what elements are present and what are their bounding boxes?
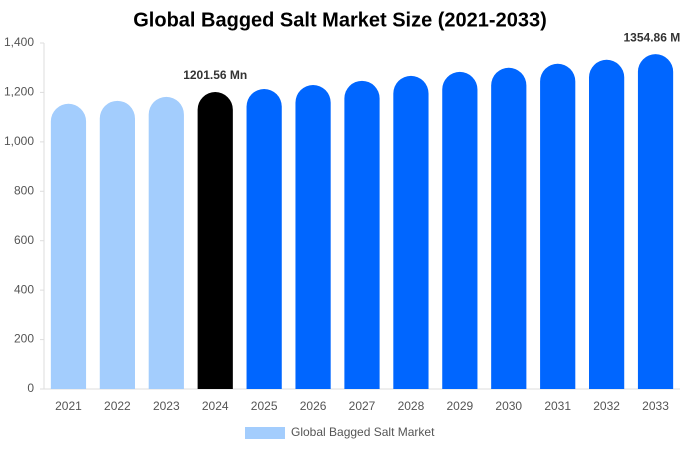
x-tick-label: 2028 <box>398 399 425 413</box>
y-tick-label: 200 <box>14 332 34 346</box>
y-tick-label: 1,200 <box>4 85 34 99</box>
x-tick-label: 2024 <box>202 399 229 413</box>
chart-title: Global Bagged Salt Market Size (2021-203… <box>133 9 547 31</box>
y-tick-label: 1,400 <box>4 35 34 49</box>
legend-swatch <box>245 427 285 439</box>
x-tick-label: 2022 <box>104 399 131 413</box>
x-tick-label: 2025 <box>251 399 278 413</box>
bar <box>246 88 282 389</box>
x-tick-label: 2026 <box>300 399 327 413</box>
bar <box>295 85 331 390</box>
y-tick-label: 600 <box>14 233 34 247</box>
x-tick-label: 2023 <box>153 399 180 413</box>
bar <box>442 71 478 390</box>
bar <box>491 67 527 390</box>
y-tick-label: 400 <box>14 282 34 296</box>
y-tick-label: 1,000 <box>4 134 34 148</box>
bar <box>637 54 674 390</box>
x-tick-label: 2033 <box>642 399 669 413</box>
bar <box>197 92 233 389</box>
x-tick-label: 2032 <box>593 399 620 413</box>
bar <box>393 75 429 390</box>
x-tick-label: 2021 <box>55 399 82 413</box>
bar <box>99 100 135 390</box>
x-tick-label: 2029 <box>446 399 473 413</box>
x-tick-label: 2027 <box>349 399 376 413</box>
y-tick-label: 800 <box>14 183 34 197</box>
bar <box>589 59 625 389</box>
bar <box>540 63 576 389</box>
y-tick-label: 0 <box>27 381 34 395</box>
legend-label: Global Bagged Salt Market <box>291 425 435 439</box>
data-label: 1201.56 Mn <box>183 68 247 82</box>
x-tick-label: 2031 <box>544 399 571 413</box>
bar <box>148 96 184 390</box>
x-tick-label: 2030 <box>495 399 522 413</box>
bar <box>344 80 380 389</box>
bar <box>50 103 87 389</box>
data-label: 1354.86 Mn <box>624 30 680 44</box>
